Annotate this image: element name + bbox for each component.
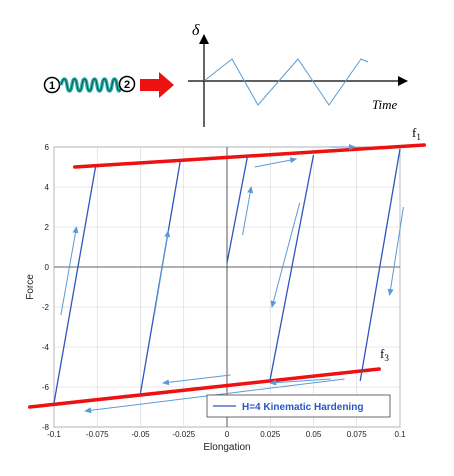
delta-axis-label: δ (192, 22, 200, 39)
direction-arrow (254, 157, 298, 168)
direction-arrow (153, 230, 171, 316)
zero-lines (54, 147, 400, 427)
y-tick-label: 0 (45, 263, 50, 272)
bound-lines (28, 143, 426, 409)
direction-arrow (270, 202, 301, 308)
x-tick-label: -0.025 (172, 430, 195, 439)
y-tick-label: -2 (42, 303, 50, 312)
y-tick-label: 4 (45, 183, 50, 192)
y-tick-label: -8 (42, 423, 50, 432)
direction-arrow (269, 378, 331, 386)
spring-coil-icon (59, 77, 123, 93)
time-axis-label: Time (372, 97, 398, 112)
y-tick-label: 2 (45, 223, 50, 232)
x-tick-label: -0.075 (86, 430, 109, 439)
direction-arrow (60, 226, 79, 316)
node-1-circle (43, 76, 61, 94)
y-tick-labels: 6 4 2 0 -2 -4 -6 -8 (42, 143, 50, 432)
y-tick-label: -6 (42, 383, 50, 392)
direction-arrow (387, 206, 404, 296)
loading-segment (269, 154, 315, 380)
direction-arrow (242, 186, 254, 236)
node-2-label: 2 (124, 79, 130, 91)
loading-segment (359, 148, 401, 382)
bound-line-f1 (73, 143, 426, 169)
legend-box (206, 394, 391, 418)
f3-label: f3 (380, 346, 389, 363)
y-axis-label: Force (25, 274, 36, 300)
x-tick-labels: -0.1 -0.075 -0.05 -0.025 0 0.025 0.05 0.075 0.1 (47, 430, 406, 439)
x-tick-label: -0.05 (131, 430, 150, 439)
x-tick-label: 0.05 (306, 430, 322, 439)
f1-label: f1 (412, 125, 421, 142)
spring-schematic: 1 2 (43, 72, 174, 98)
x-tick-label: 0.025 (260, 430, 281, 439)
x-tick-label: 0.1 (394, 430, 406, 439)
y-tick-label: -4 (42, 343, 50, 352)
x-tick-label: 0 (225, 430, 230, 439)
node-2-circle (118, 75, 136, 93)
x-tick-label: -0.1 (47, 430, 61, 439)
x-tick-label: 0.075 (347, 430, 368, 439)
node-1-label: 1 (49, 80, 55, 92)
time-history-inset: δ Time (188, 22, 408, 127)
loading-segment (53, 166, 97, 404)
loading-segment (226, 154, 249, 264)
x-axis-label: Elongation (203, 442, 250, 453)
displacement-history (203, 58, 369, 106)
load-arrow-icon (140, 72, 174, 98)
bound-line-f3 (28, 367, 381, 409)
legend-label: H=4 Kinematic Hardening (242, 402, 363, 413)
legend: H=4 Kinematic Hardening (206, 394, 391, 418)
force-elongation-chart: -0.1 -0.075 -0.05 -0.025 0 0.025 0.05 0.075 0.1 … (25, 125, 426, 453)
direction-arrow (161, 374, 231, 386)
y-tick-label: 6 (45, 143, 50, 152)
